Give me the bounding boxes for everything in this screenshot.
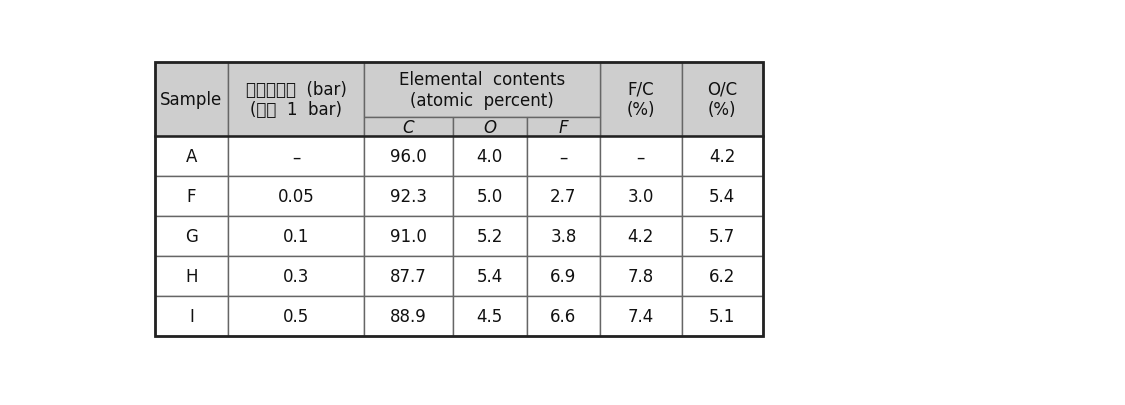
Bar bbox=[526, 177, 601, 217]
Text: 5.7: 5.7 bbox=[709, 228, 736, 246]
Text: 5.1: 5.1 bbox=[709, 308, 736, 326]
Bar bbox=[154, 62, 228, 137]
Text: C: C bbox=[403, 118, 414, 136]
Bar bbox=[453, 177, 526, 217]
Text: O/C
(%): O/C (%) bbox=[708, 80, 737, 119]
Bar bbox=[363, 137, 453, 177]
Bar bbox=[453, 118, 526, 137]
Bar bbox=[601, 297, 682, 337]
Bar bbox=[453, 137, 526, 177]
Text: 96.0: 96.0 bbox=[390, 148, 426, 166]
Text: 6.6: 6.6 bbox=[550, 308, 576, 326]
Bar bbox=[363, 217, 453, 257]
Text: 5.4: 5.4 bbox=[477, 268, 503, 286]
Bar bbox=[228, 177, 363, 217]
Bar bbox=[601, 137, 682, 177]
Bar bbox=[228, 297, 363, 337]
Text: 91.0: 91.0 bbox=[390, 228, 426, 246]
Text: Sample: Sample bbox=[160, 91, 223, 109]
Bar bbox=[526, 217, 601, 257]
Text: I: I bbox=[189, 308, 193, 326]
Bar bbox=[154, 217, 228, 257]
Bar bbox=[526, 137, 601, 177]
Text: 5.4: 5.4 bbox=[709, 188, 736, 206]
Text: F: F bbox=[559, 118, 568, 136]
Bar bbox=[526, 257, 601, 297]
Text: 0.05: 0.05 bbox=[278, 188, 314, 206]
Bar bbox=[154, 177, 228, 217]
Bar bbox=[154, 257, 228, 297]
Text: 88.9: 88.9 bbox=[390, 308, 426, 326]
Text: 5.0: 5.0 bbox=[477, 188, 503, 206]
Bar bbox=[453, 217, 526, 257]
Text: 0.5: 0.5 bbox=[282, 308, 309, 326]
Text: G: G bbox=[184, 228, 198, 246]
Text: 6.2: 6.2 bbox=[709, 268, 736, 286]
Bar bbox=[526, 118, 601, 137]
Bar bbox=[526, 297, 601, 337]
Text: 4.2: 4.2 bbox=[709, 148, 736, 166]
Text: A: A bbox=[186, 148, 197, 166]
Bar bbox=[682, 137, 763, 177]
Bar bbox=[682, 257, 763, 297]
Bar bbox=[682, 62, 763, 137]
Text: –: – bbox=[559, 148, 568, 166]
Text: 7.4: 7.4 bbox=[628, 308, 654, 326]
Bar bbox=[363, 62, 601, 118]
Text: 3.8: 3.8 bbox=[550, 228, 577, 246]
Bar bbox=[363, 177, 453, 217]
Bar bbox=[453, 297, 526, 337]
Text: 92.3: 92.3 bbox=[390, 188, 426, 206]
Bar bbox=[363, 257, 453, 297]
Text: 0.3: 0.3 bbox=[282, 268, 309, 286]
Text: 2.7: 2.7 bbox=[550, 188, 577, 206]
Text: –: – bbox=[637, 148, 645, 166]
Bar bbox=[601, 177, 682, 217]
Text: 6.9: 6.9 bbox=[550, 268, 576, 286]
Bar bbox=[154, 297, 228, 337]
Bar bbox=[154, 62, 763, 337]
Bar bbox=[682, 297, 763, 337]
Bar bbox=[682, 177, 763, 217]
Text: 4.0: 4.0 bbox=[477, 148, 503, 166]
Bar bbox=[601, 62, 682, 137]
Text: 4.5: 4.5 bbox=[477, 308, 503, 326]
Text: H: H bbox=[186, 268, 198, 286]
Text: –: – bbox=[291, 148, 300, 166]
Text: 5.2: 5.2 bbox=[477, 228, 503, 246]
Bar bbox=[363, 297, 453, 337]
Text: 불소부분압  (bar)
(총압  1  bar): 불소부분압 (bar) (총압 1 bar) bbox=[245, 80, 346, 119]
Text: F/C
(%): F/C (%) bbox=[627, 80, 655, 119]
Bar bbox=[363, 118, 453, 137]
Bar bbox=[154, 137, 228, 177]
Bar bbox=[228, 137, 363, 177]
Text: F: F bbox=[187, 188, 196, 206]
Bar bbox=[228, 257, 363, 297]
Bar bbox=[682, 217, 763, 257]
Text: 0.1: 0.1 bbox=[282, 228, 309, 246]
Text: 87.7: 87.7 bbox=[390, 268, 426, 286]
Text: O: O bbox=[484, 118, 496, 136]
Text: 7.8: 7.8 bbox=[628, 268, 654, 286]
Bar bbox=[601, 217, 682, 257]
Bar bbox=[228, 217, 363, 257]
Bar bbox=[228, 62, 363, 137]
Text: 4.2: 4.2 bbox=[628, 228, 654, 246]
Bar bbox=[601, 257, 682, 297]
Text: Elemental  contents
(atomic  percent): Elemental contents (atomic percent) bbox=[399, 71, 565, 109]
Text: 3.0: 3.0 bbox=[628, 188, 654, 206]
Bar bbox=[453, 257, 526, 297]
